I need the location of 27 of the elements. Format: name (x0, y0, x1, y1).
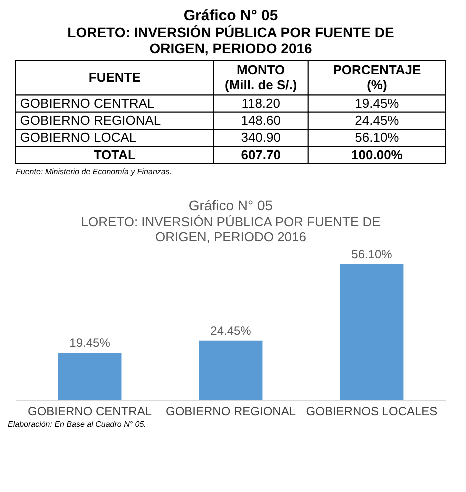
data-label: 19.45% (70, 336, 111, 350)
text: 607.70 (241, 147, 281, 162)
text: 100.00% (352, 147, 404, 162)
chart-title: Gráfico N° 05 (188, 197, 274, 214)
text: LORETO: INVERSIÓN PÚBLICA POR FUENTE DE ORIGEN, PERIODO 2016 (68, 24, 394, 56)
chart-subtitle: LORETO: INVERSIÓN PÚBLICA POR FUENTE DE ORIGEN, PERIODO 2016 (81, 214, 382, 244)
text: Gráfico N° 05 (184, 8, 278, 24)
text: 24.45% (355, 113, 400, 128)
x-tick-label: GOBIERNOS LOCALES (306, 404, 438, 418)
text: 340.90 (241, 130, 281, 146)
text: 56.10% (355, 130, 400, 146)
text: PORCENTAJE (%) (333, 62, 422, 92)
x-tick-label: GOBIERNO CENTRAL (28, 404, 152, 418)
x-tick-label: GOBIERNO REGIONAL (166, 404, 296, 418)
data-label: 24.45% (210, 324, 252, 338)
text: GOBIERNO CENTRAL (20, 96, 155, 111)
text: GOBIERNO REGIONAL (20, 113, 162, 128)
text: FUENTE (88, 70, 142, 86)
data-label: 56.10% (352, 247, 393, 262)
text: 148.60 (241, 113, 281, 128)
text: MONTO (Mill. de S/.) (224, 62, 298, 92)
text: 118.20 (242, 96, 280, 111)
text: Elaboración: En Base al Cuadro N° 05. (8, 420, 146, 429)
text: TOTAL (94, 147, 136, 162)
text: GOBIERNO LOCAL (20, 130, 137, 146)
source-note: Fuente: Ministerio de Economía y Finanzas. (16, 167, 172, 176)
text: 19.45% (355, 96, 400, 111)
